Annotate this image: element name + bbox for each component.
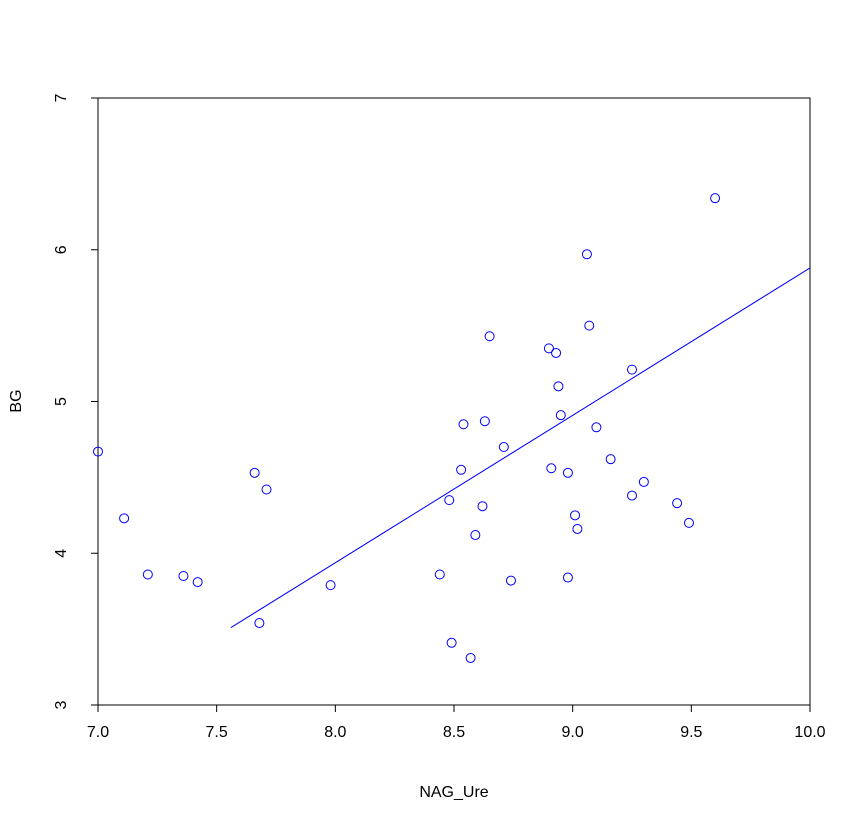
data-point	[562, 572, 573, 583]
x-tick-label: 9.5	[680, 724, 702, 741]
data-point	[505, 575, 516, 586]
data-point	[254, 618, 265, 629]
data-point	[93, 446, 103, 457]
x-axis-title: NAG_Ure	[419, 784, 488, 801]
data-point	[477, 501, 488, 512]
data-point	[572, 523, 583, 534]
y-axis: 3 4 5 6 7	[53, 93, 98, 709]
data-point	[465, 652, 476, 663]
x-tick-label: 7.0	[87, 724, 109, 741]
data-point	[672, 498, 683, 509]
data-point	[710, 193, 721, 204]
data-point	[591, 422, 602, 433]
y-tick-label: 4	[53, 549, 70, 558]
data-point	[444, 495, 455, 506]
data-point	[458, 419, 469, 430]
x-tick-label: 8.0	[324, 724, 346, 741]
y-tick-label: 7	[53, 93, 70, 102]
x-axis: 7.0 7.5 8.0 8.5 9.0 9.5 10.0	[87, 705, 826, 741]
regression-line-layer	[230, 267, 811, 629]
data-points	[93, 193, 721, 663]
data-point	[261, 484, 272, 495]
data-point	[192, 577, 203, 588]
data-point	[498, 442, 509, 453]
data-point	[570, 510, 581, 521]
data-point	[142, 569, 153, 580]
data-point	[562, 467, 573, 478]
data-point	[456, 464, 467, 475]
x-tick-label: 10.0	[794, 724, 825, 741]
x-tick-label: 8.5	[443, 724, 465, 741]
x-tick-label: 9.0	[562, 724, 584, 741]
data-point	[638, 476, 649, 487]
data-point	[470, 530, 481, 541]
data-point	[553, 381, 564, 392]
data-point	[119, 513, 130, 524]
data-point	[479, 416, 490, 427]
plot-frame	[97, 97, 811, 706]
regression-line	[230, 267, 811, 629]
data-point	[584, 320, 595, 331]
y-tick-label: 5	[53, 397, 70, 406]
data-point	[446, 637, 457, 648]
data-point	[627, 364, 637, 375]
data-point	[551, 347, 562, 358]
data-point	[605, 454, 616, 465]
data-point	[484, 331, 495, 342]
data-point	[555, 410, 566, 421]
data-point	[581, 249, 592, 260]
x-tick-label: 7.5	[206, 724, 228, 741]
y-tick-label: 6	[53, 245, 70, 254]
y-axis-title: BG	[8, 389, 25, 412]
y-tick-label: 3	[53, 700, 70, 709]
data-point	[627, 490, 637, 501]
data-point	[178, 571, 189, 582]
data-point	[325, 580, 336, 591]
data-point	[434, 569, 445, 580]
data-point	[543, 343, 554, 354]
data-point	[249, 467, 260, 478]
data-point	[683, 517, 694, 528]
data-point	[546, 463, 557, 474]
